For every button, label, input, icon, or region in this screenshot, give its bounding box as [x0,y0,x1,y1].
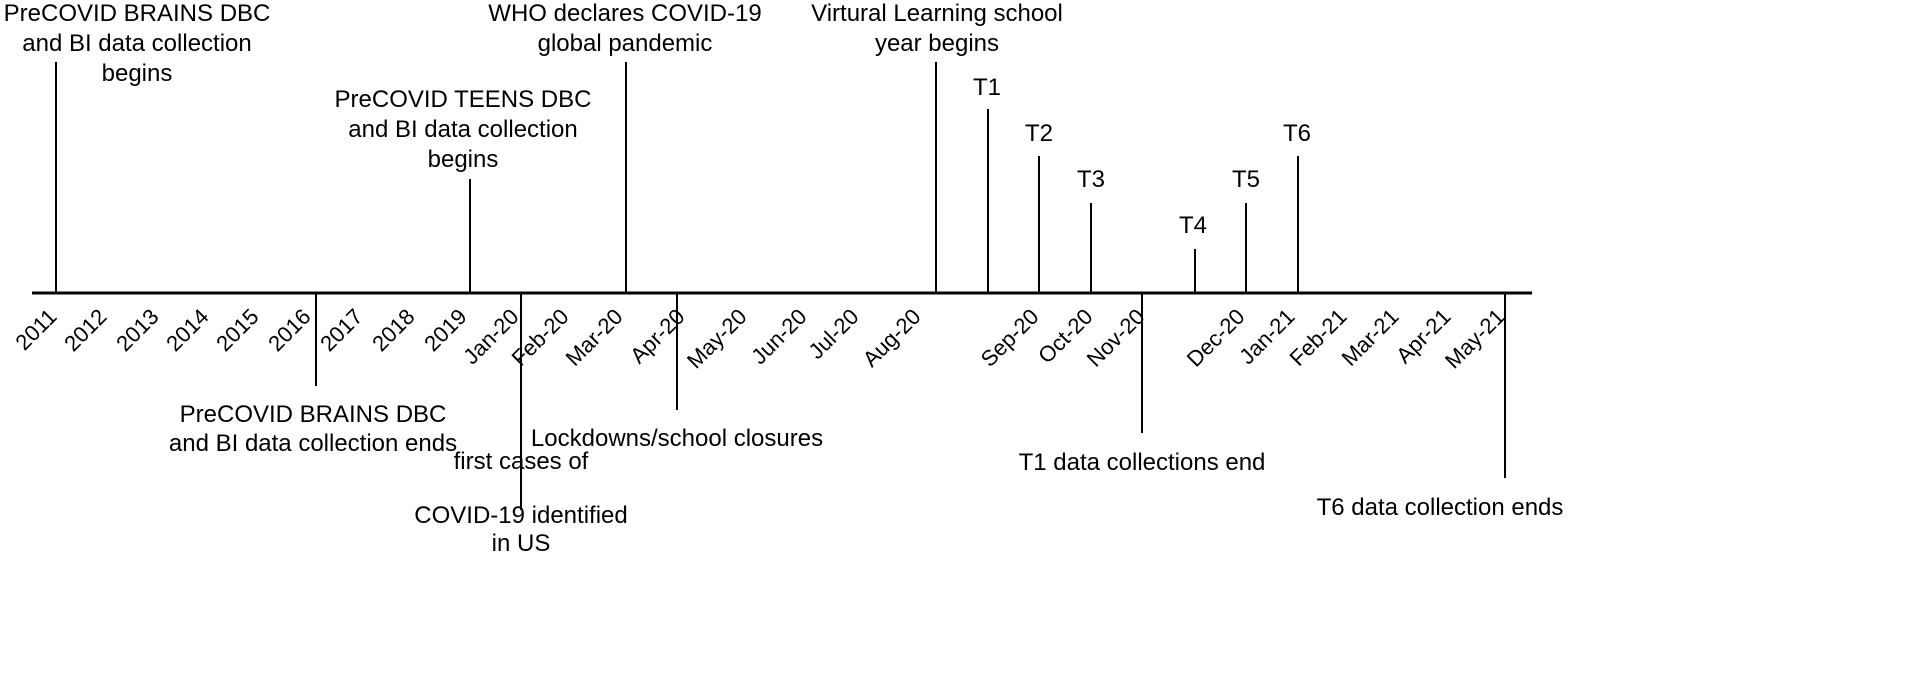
t4-label: T4 [1179,212,1207,239]
axis-tick-label: Mar-20 [561,304,628,371]
brains-begin-label: PreCOVID BRAINS DBC [4,0,271,27]
lockdowns-label: Lockdowns/school closures [531,425,823,452]
teens-begin-label: PreCOVID TEENS DBC [335,86,592,113]
axis-tick-label: 2015 [211,304,263,356]
teens-begin-label: begins [428,146,499,173]
axis-tick-label: Jun-20 [746,304,811,369]
axis-tick-label: 2017 [315,304,367,356]
first-cases-label: COVID-19 identified [414,502,627,529]
brains-end-label: and BI data collection ends [169,430,457,457]
axis-tick-label: Feb-21 [1285,304,1352,371]
axis-tick-label: Nov-20 [1082,304,1150,372]
axis-tick-label: Sep-20 [976,304,1044,372]
who-pandemic-label: global pandemic [538,30,713,57]
axis-tick-label: 2011 [10,304,61,355]
t6-end-label: T6 data collection ends [1317,494,1564,521]
axis-tick-label: Jul-20 [803,304,863,364]
first-cases-label: in US [492,530,551,557]
axis-tick-label: Aug-20 [858,304,926,372]
axis-tick-label: 2016 [263,304,315,356]
axis-tick-label: Feb-20 [507,304,574,371]
axis-tick-label: 2014 [161,304,213,356]
axis-tick-label: Mar-21 [1337,304,1404,371]
t6-label: T6 [1283,120,1311,147]
axis-tick-label: May-20 [682,304,752,374]
axis-tick-label: 2012 [59,304,111,356]
axis-tick-label: Apr-20 [625,304,689,368]
t5-label: T5 [1232,166,1260,193]
t1-end-label: T1 data collections end [1019,449,1266,476]
axis-tick-label: 2018 [367,304,419,356]
virtual-learning-label: year begins [875,30,999,57]
virtual-learning-label: Virtural Learning school [811,0,1063,27]
axis-tick-label: Dec-20 [1182,304,1250,372]
who-pandemic-label: WHO declares COVID-19 [488,0,761,27]
t1-label: T1 [973,74,1001,101]
axis-tick-label: May-21 [1440,304,1510,374]
teens-begin-label: and BI data collection [348,116,578,143]
brains-begin-label: and BI data collection [22,30,252,57]
t3-label: T3 [1077,166,1105,193]
first-cases-label: first cases of [454,448,589,475]
brains-begin-label: begins [102,60,173,87]
brains-end-label: PreCOVID BRAINS DBC [180,401,447,428]
t2-label: T2 [1025,120,1053,147]
axis-tick-label: 2013 [111,304,163,356]
